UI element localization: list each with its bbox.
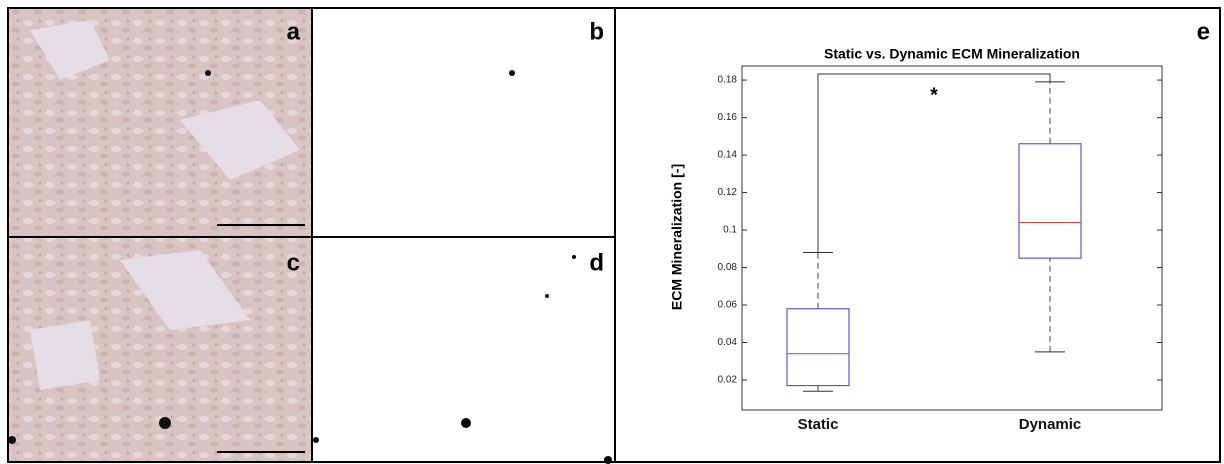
significance-marker: * (930, 84, 938, 106)
y-tick-label: 0.14 (718, 150, 738, 161)
significance-bracket (817, 73, 1051, 253)
y-tick-label: 0.04 (718, 337, 738, 348)
panel-borders (7, 7, 1221, 463)
y-tick-label: 0.08 (718, 262, 738, 273)
y-tick-label: 0.16 (718, 112, 738, 123)
deposit (8, 436, 16, 444)
panel-label: e (1197, 18, 1210, 45)
y-tick-label: 0.18 (718, 75, 738, 86)
deposit (205, 70, 211, 76)
panel-label: b (589, 18, 604, 45)
binary-image (312, 237, 615, 462)
texture (30, 20, 110, 80)
deposit (572, 255, 576, 259)
deposit (545, 294, 549, 298)
deposit (509, 70, 515, 76)
panel-label: d (589, 249, 604, 276)
y-tick-label: 0.06 (718, 300, 738, 311)
x-tick-label: Dynamic (1019, 416, 1082, 433)
panel-label: a (287, 18, 301, 45)
box (786, 308, 850, 387)
texture (120, 250, 250, 330)
y-tick-label: 0.1 (723, 225, 737, 236)
texture (30, 320, 100, 390)
y-tick-label: 0.02 (718, 375, 738, 386)
y-axis-label: ECM Mineralization [-] (669, 164, 685, 310)
deposit (461, 418, 471, 428)
binary-image (312, 8, 615, 237)
box (1018, 143, 1082, 259)
panel-label: c (287, 249, 300, 276)
plot-frame (741, 65, 1163, 411)
chart-title: Static vs. Dynamic ECM Mineralization (824, 46, 1080, 62)
y-tick-label: 0.12 (718, 187, 738, 198)
texture (180, 100, 300, 180)
deposit (159, 417, 171, 429)
deposit (313, 437, 319, 443)
x-tick-label: Static (798, 416, 839, 433)
